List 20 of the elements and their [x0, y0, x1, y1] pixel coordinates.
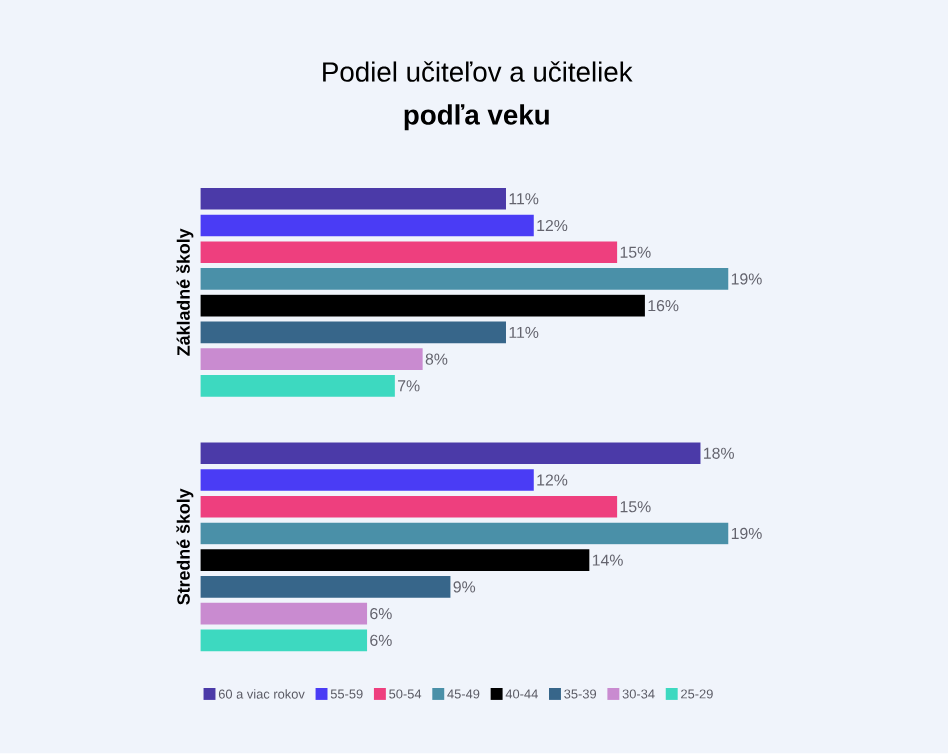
bar	[200, 241, 618, 264]
bar	[200, 602, 368, 625]
bar	[200, 375, 395, 397]
chart-title: Podiel učiteľov a učiteliek	[323, 61, 633, 82]
bar	[200, 442, 701, 465]
bar	[200, 576, 451, 598]
chart-subtitle: podľa veku	[404, 104, 549, 131]
bar	[200, 549, 590, 572]
bar	[200, 348, 423, 371]
bar	[200, 522, 729, 545]
bar	[200, 295, 645, 317]
bar	[200, 214, 534, 237]
bar	[200, 496, 618, 518]
bar	[200, 188, 506, 210]
bar	[200, 268, 729, 290]
y-tick-label: Stredné školy	[176, 488, 194, 605]
y-tick-label: Základné školy	[176, 228, 194, 356]
bar	[200, 321, 506, 344]
bar	[200, 629, 368, 652]
bar	[200, 469, 534, 492]
